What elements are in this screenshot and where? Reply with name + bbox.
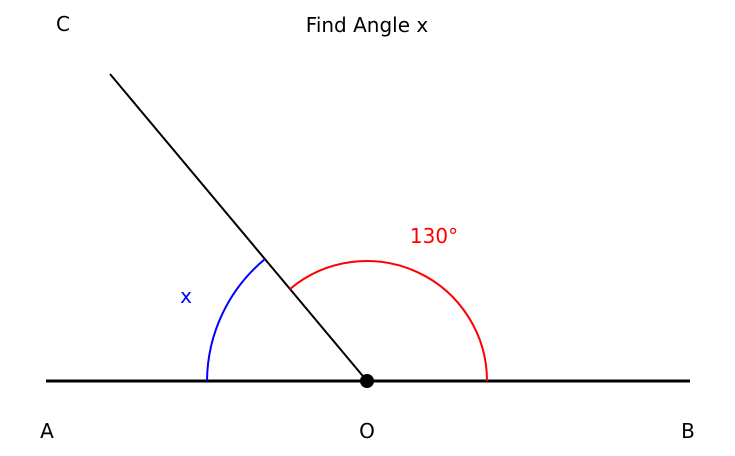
point-label-o: O xyxy=(359,419,375,443)
diagram-title: Find Angle x xyxy=(306,13,429,37)
vertex-point-o xyxy=(360,374,374,388)
ray-oc xyxy=(109,73,368,382)
point-label-a: A xyxy=(40,419,54,443)
point-label-c: C xyxy=(56,12,70,36)
angle-arc-130 xyxy=(289,260,488,382)
point-label-b: B xyxy=(681,419,695,443)
angle-arc-x xyxy=(206,258,266,382)
angle-label-130: 130° xyxy=(410,224,458,248)
angle-label-x: x xyxy=(180,284,192,308)
